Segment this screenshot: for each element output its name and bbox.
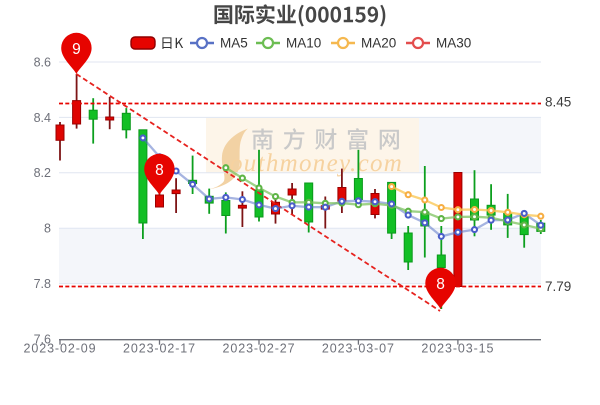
svg-text:MA10: MA10 [286, 36, 321, 51]
svg-text:7.79: 7.79 [545, 279, 571, 294]
svg-text:8: 8 [44, 222, 51, 236]
svg-text:8: 8 [436, 276, 445, 293]
svg-text:9: 9 [72, 41, 81, 58]
svg-text:MA5: MA5 [220, 36, 248, 51]
svg-text:8.2: 8.2 [34, 166, 51, 180]
svg-text:2023-02-09: 2023-02-09 [24, 342, 97, 356]
svg-text:8.6: 8.6 [34, 55, 51, 69]
svg-text:8.45: 8.45 [545, 95, 571, 110]
svg-text:2023-02-27: 2023-02-27 [223, 342, 296, 356]
svg-text:2023-03-15: 2023-03-15 [421, 342, 494, 356]
svg-text:8.4: 8.4 [34, 111, 51, 125]
svg-text:7.8: 7.8 [34, 277, 51, 291]
svg-text:2023-02-17: 2023-02-17 [123, 342, 196, 356]
svg-text:2023-03-07: 2023-03-07 [322, 342, 395, 356]
svg-text:7.6: 7.6 [34, 332, 51, 346]
svg-text:MA30: MA30 [436, 36, 471, 51]
svg-text:MA20: MA20 [361, 36, 396, 51]
svg-text:8: 8 [155, 162, 164, 179]
